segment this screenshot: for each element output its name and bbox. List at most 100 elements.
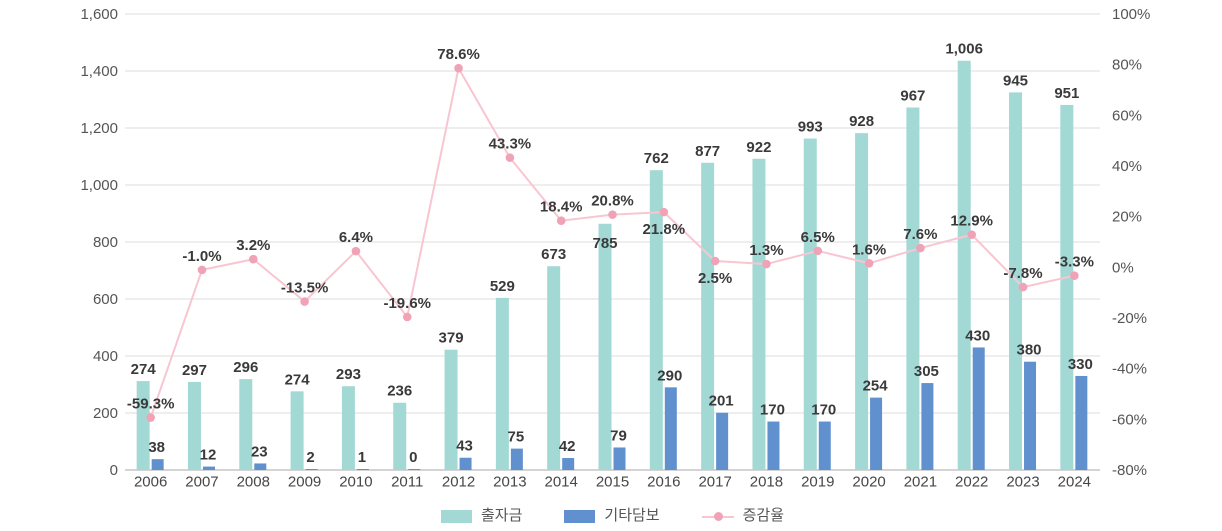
bar-label-secondary: 2: [306, 449, 314, 466]
percent-label: 18.4%: [540, 199, 583, 216]
y-tick-label-right: -60%: [1112, 411, 1147, 428]
bar-label-primary: 928: [849, 113, 874, 130]
bar-secondary-2006: [151, 459, 164, 470]
line-point-2023: [1018, 282, 1028, 292]
bar-label-primary: 297: [182, 362, 207, 379]
bar-secondary-2008: [254, 463, 267, 470]
line-point-2021: [916, 243, 925, 253]
bar-label-primary: 967: [900, 87, 925, 104]
bar-secondary-2015: [613, 447, 626, 470]
bar-secondary-2010: [356, 469, 369, 470]
y-tick-label-right: 100%: [1112, 6, 1150, 23]
percent-label: 1.6%: [852, 241, 886, 258]
bar-primary-2019: [803, 138, 817, 471]
line-point-2006: [146, 413, 155, 422]
x-tick-label: 2019: [801, 474, 834, 491]
percent-label: 21.8%: [643, 221, 686, 238]
bar-label-secondary: 0: [409, 449, 417, 466]
bar-primary-2021: [906, 107, 920, 470]
y-tick-label-right: 60%: [1112, 107, 1142, 124]
bar-primary-2020: [855, 133, 869, 470]
percent-label: -3.3%: [1055, 254, 1094, 271]
bar-label-primary: 1,006: [945, 41, 983, 58]
bar-label-primary: 945: [1003, 72, 1028, 89]
bar-label-primary: 274: [131, 361, 157, 378]
legend-swatch-secondary-bar: [564, 509, 596, 523]
legend-label-secondary-bar: 기타담보: [604, 507, 660, 524]
bar-secondary-2007: [202, 466, 215, 470]
bar-label-primary: 236: [387, 383, 412, 400]
bar-primary-2010: [341, 386, 355, 470]
bar-label-secondary: 330: [1068, 356, 1093, 373]
bar-label-secondary: 1: [358, 449, 366, 466]
bar-label-primary: 993: [798, 119, 823, 136]
bar-label-primary: 877: [695, 143, 720, 160]
legend-item-line: 증감율: [701, 507, 784, 525]
bar-label-secondary: 254: [863, 378, 889, 395]
line-point-2014: [556, 216, 566, 226]
y-tick-label-right: 40%: [1112, 158, 1142, 175]
bar-primary-2014: [547, 266, 561, 470]
line-point-2018: [762, 259, 771, 269]
bar-primary-2009: [290, 391, 304, 470]
bar-label-primary: 785: [592, 235, 617, 252]
bar-label-secondary: 12: [200, 447, 217, 464]
legend-line-marker-icon: [701, 510, 734, 523]
bar-secondary-2009: [305, 469, 318, 470]
bar-label-primary: 673: [541, 246, 566, 263]
x-tick-label: 2020: [852, 474, 885, 491]
y-tick-label-right: -40%: [1112, 361, 1147, 378]
x-tick-label: 2013: [493, 474, 526, 491]
bar-label-secondary: 170: [760, 402, 785, 419]
line-point-2019: [813, 246, 823, 256]
percent-label: 12.9%: [950, 213, 993, 230]
line-point-2011: [402, 312, 412, 322]
bar-label-secondary: 170: [811, 402, 836, 419]
y-tick-label-right: -20%: [1112, 310, 1147, 327]
bar-label-primary: 762: [644, 150, 669, 167]
bar-label-primary: 293: [336, 366, 361, 383]
line-point-2010: [351, 246, 361, 256]
bar-primary-2022: [957, 60, 971, 471]
bar-secondary-2014: [562, 458, 575, 470]
y-tick-label-left: 1,200: [80, 120, 118, 137]
bar-secondary-2011: [408, 469, 421, 470]
x-tick-label: 2017: [698, 474, 731, 491]
bar-secondary-2016: [664, 387, 677, 470]
x-tick-label: 2014: [544, 474, 577, 491]
chart-legend: 출자금 기타담보 증감율: [125, 507, 1100, 525]
legend-item-secondary-bar: 기타담보: [564, 507, 660, 525]
x-tick-label: 2007: [185, 474, 218, 491]
y-tick-label-left: 1,600: [80, 6, 118, 23]
x-tick-label: 2022: [955, 474, 988, 491]
bar-label-secondary: 38: [148, 439, 165, 456]
bar-label-primary: 529: [490, 278, 515, 295]
bar-primary-2024: [1060, 104, 1074, 470]
x-tick-label: 2011: [391, 474, 423, 491]
bar-label-primary: 922: [746, 139, 771, 156]
y-tick-label-right: 80%: [1112, 57, 1142, 74]
bar-primary-2013: [495, 297, 509, 470]
x-tick-label: 2021: [904, 474, 937, 491]
y-tick-label-left: 400: [93, 348, 118, 365]
bar-label-secondary: 430: [965, 327, 990, 344]
bar-label-secondary: 42: [559, 438, 576, 455]
bar-secondary-2020: [870, 397, 883, 470]
bar-label-secondary: 79: [610, 427, 627, 444]
percent-label: 7.6%: [903, 226, 937, 243]
percent-label: -59.3%: [127, 396, 175, 413]
bar-primary-2023: [1009, 92, 1023, 470]
bar-label-secondary: 290: [657, 367, 682, 384]
bar-label-secondary: 43: [456, 438, 473, 455]
line-point-2016: [659, 207, 669, 217]
x-tick-label: 2023: [1006, 474, 1039, 491]
bar-primary-2017: [701, 162, 715, 470]
legend-line-dot: [713, 511, 723, 521]
y-tick-label-left: 800: [93, 234, 118, 251]
bar-primary-2012: [444, 349, 458, 470]
line-point-2007: [197, 265, 207, 275]
y-tick-label-left: 1,000: [80, 177, 118, 194]
bar-label-primary: 296: [233, 359, 258, 376]
percent-label: 1.3%: [749, 242, 783, 259]
